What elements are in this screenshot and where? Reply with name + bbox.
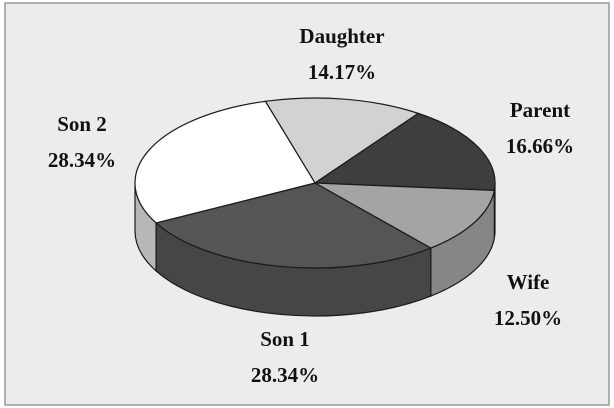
value-label: 16.66%	[506, 134, 574, 158]
pie-slice	[134, 100, 316, 224]
slice-label: Wife	[507, 270, 550, 294]
slice-label: Parent	[510, 98, 570, 122]
slice-label: Daughter	[299, 24, 384, 48]
value-label: 12.50%	[494, 306, 562, 330]
slice-label: Son 1	[260, 327, 310, 351]
value-label: 14.17%	[308, 60, 376, 84]
slice-label: Son 2	[57, 112, 107, 136]
pie-slice	[314, 182, 496, 249]
pie-slice	[313, 112, 496, 191]
pie-slice	[154, 182, 433, 269]
value-label: 28.34%	[251, 363, 319, 387]
value-label: 28.34%	[48, 148, 116, 172]
pie-slice	[264, 97, 420, 184]
